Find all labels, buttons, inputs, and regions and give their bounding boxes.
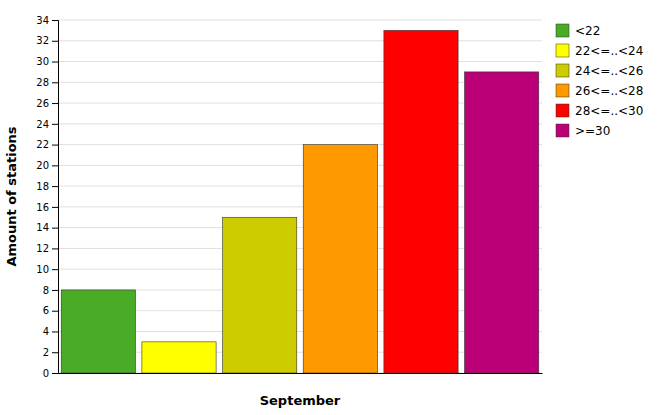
y-tick-mark: [52, 207, 58, 208]
y-tick-mark: [52, 145, 58, 146]
bar: [223, 217, 297, 373]
bars: [61, 30, 539, 373]
y-tick-mark: [52, 103, 58, 104]
y-tick-mark: [52, 124, 58, 125]
x-axis: [59, 373, 543, 374]
legend-item: 22<=..<24: [556, 44, 643, 58]
y-tick-mark: [52, 82, 58, 83]
legend-swatch: [556, 84, 569, 97]
y-tick-mark: [52, 228, 58, 229]
y-tick-label: 22: [36, 139, 49, 150]
chart: 0246810121416182022242628303234September…: [0, 0, 667, 415]
bar: [61, 290, 135, 373]
y-tick-mark: [52, 20, 58, 21]
y-tick-label: 34: [36, 15, 49, 26]
x-axis-title: September: [260, 393, 341, 408]
y-tick: 24: [36, 119, 58, 130]
legend-label: 24<=..<26: [575, 64, 643, 78]
y-tick-label: 28: [36, 77, 49, 88]
y-tick-label: 8: [43, 285, 49, 296]
legend-item: 26<=..<28: [556, 84, 643, 98]
y-tick-label: 26: [36, 98, 49, 109]
y-tick: 16: [36, 202, 58, 213]
y-tick: 32: [36, 35, 58, 46]
y-tick-mark: [52, 165, 58, 166]
y-tick-label: 20: [36, 160, 49, 171]
y-axis: 0246810121416182022242628303234: [36, 15, 58, 379]
y-tick: 20: [36, 160, 58, 171]
y-tick-mark: [52, 373, 58, 374]
plot: 0246810121416182022242628303234: [36, 15, 542, 379]
bar: [384, 30, 458, 373]
legend-item: 28<=..<30: [556, 104, 643, 118]
legend-label: 22<=..<24: [575, 44, 643, 58]
y-axis-title: Amount of stations: [4, 126, 19, 266]
y-tick: 6: [43, 305, 58, 316]
bar: [465, 72, 539, 373]
y-tick-label: 10: [36, 264, 49, 275]
grid-line: [58, 40, 542, 41]
y-tick: 0: [43, 368, 58, 379]
y-tick: 18: [36, 181, 58, 192]
legend-label: >=30: [575, 124, 610, 138]
legend-label: 28<=..<30: [575, 104, 643, 118]
legend-swatch: [556, 44, 569, 57]
y-tick: 34: [36, 15, 58, 26]
legend-label: <22: [575, 24, 600, 38]
y-tick-label: 24: [36, 119, 49, 130]
y-tick-label: 2: [43, 347, 49, 358]
y-tick-mark: [52, 186, 58, 187]
legend: <22 22<=..<24 24<=..<26 26<=..<28 28<=..<30 >…: [556, 24, 643, 138]
y-tick-label: 4: [43, 326, 49, 337]
y-tick: 14: [36, 222, 58, 233]
y-tick: 30: [36, 56, 58, 67]
y-tick-label: 30: [36, 56, 49, 67]
y-tick-mark: [52, 269, 58, 270]
legend-label: 26<=..<28: [575, 84, 643, 98]
y-tick-mark: [52, 290, 58, 291]
legend-item: 24<=..<26: [556, 64, 643, 78]
y-tick: 28: [36, 77, 58, 88]
y-tick-label: 18: [36, 181, 49, 192]
y-tick: 10: [36, 264, 58, 275]
grid-line: [58, 20, 542, 21]
y-tick-mark: [52, 331, 58, 332]
y-tick-label: 0: [43, 368, 49, 379]
legend-item: >=30: [556, 124, 610, 138]
y-tick-mark: [52, 311, 58, 312]
y-axis-line: [52, 21, 59, 374]
legend-swatch: [556, 64, 569, 77]
y-tick-mark: [52, 62, 58, 63]
bar: [142, 342, 216, 373]
legend-swatch: [556, 24, 569, 37]
y-tick: 2: [43, 347, 58, 358]
y-tick-label: 12: [36, 243, 49, 254]
x-axis-line: [59, 373, 543, 374]
legend-swatch: [556, 104, 569, 117]
grid-line: [58, 61, 542, 62]
legend-swatch: [556, 124, 569, 137]
y-tick-label: 16: [36, 202, 49, 213]
y-tick: 26: [36, 98, 58, 109]
bar: [303, 145, 377, 373]
y-tick-label: 32: [36, 35, 49, 46]
y-tick: 4: [43, 326, 58, 337]
grid: [58, 20, 542, 373]
y-tick-mark: [52, 248, 58, 249]
y-tick-label: 14: [36, 222, 49, 233]
y-tick: 22: [36, 139, 58, 150]
legend-item: <22: [556, 24, 600, 38]
y-tick-label: 6: [43, 305, 49, 316]
y-tick: 8: [43, 285, 58, 296]
y-tick-mark: [52, 41, 58, 42]
y-tick: 12: [36, 243, 58, 254]
y-tick-mark: [52, 352, 58, 353]
